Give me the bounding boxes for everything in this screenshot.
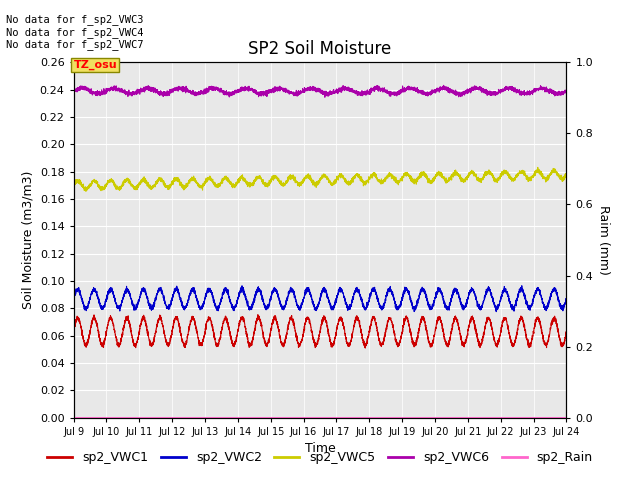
Y-axis label: Raim (mm): Raim (mm) bbox=[597, 205, 610, 275]
Text: TZ_osu: TZ_osu bbox=[74, 60, 117, 70]
Legend: sp2_VWC1, sp2_VWC2, sp2_VWC5, sp2_VWC6, sp2_Rain: sp2_VWC1, sp2_VWC2, sp2_VWC5, sp2_VWC6, … bbox=[42, 446, 598, 469]
Text: No data for f_sp2_VWC3
No data for f_sp2_VWC4
No data for f_sp2_VWC7: No data for f_sp2_VWC3 No data for f_sp2… bbox=[6, 14, 144, 50]
X-axis label: Time: Time bbox=[305, 442, 335, 455]
Title: SP2 Soil Moisture: SP2 Soil Moisture bbox=[248, 40, 392, 58]
Y-axis label: Soil Moisture (m3/m3): Soil Moisture (m3/m3) bbox=[21, 171, 34, 309]
